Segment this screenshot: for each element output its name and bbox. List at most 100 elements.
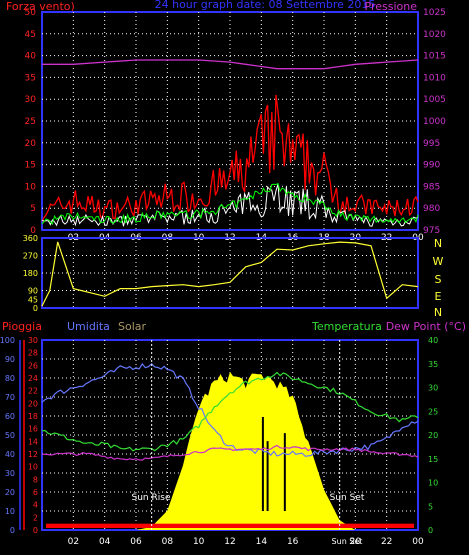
dew-point-line [41, 444, 419, 461]
pressure-tick-label: 1005 [423, 95, 446, 105]
wind-tick-label: 35 [25, 73, 36, 83]
climate-x-tick-label: 10 [193, 537, 205, 547]
sun-set-tick-label: Sun Set [332, 537, 363, 546]
pioggia-title: Pioggia [2, 320, 42, 333]
pioggia-tick-label: 2 [33, 513, 38, 522]
pioggia-tick-label: 0 [33, 526, 38, 535]
pioggia-tick-label: 16 [28, 425, 38, 434]
sun-set-label: Sun Set [330, 493, 365, 503]
pioggia-tick-label: 4 [33, 501, 38, 510]
wind-y-ticks: 0 5 10 15 20 25 30 35 40 45 50 [25, 8, 37, 236]
umidita-tick-label: 40 [5, 450, 15, 459]
pressure-tick-label: 1020 [423, 30, 446, 40]
pressure-tick-label: 1000 [423, 117, 446, 127]
climate-x-tick-label: 08 [162, 537, 174, 547]
temperature-tick-label: 20 [428, 431, 438, 440]
direction-grid [42, 238, 418, 308]
umidita-tick-label: 50 [5, 431, 15, 440]
climate-series [41, 340, 419, 530]
umidita-tick-label: 70 [5, 393, 15, 402]
temperature-tick-label: 10 [428, 479, 438, 488]
wind-gust-line [41, 94, 419, 222]
wind-tick-label: 20 [25, 139, 37, 149]
climate-x-tick-label: 06 [130, 537, 142, 547]
pioggia-tick-label: 8 [33, 475, 38, 484]
umidita-tick-label: 30 [5, 469, 15, 478]
compass-s: S [435, 273, 442, 286]
direction-tick-label: 0 [33, 304, 38, 313]
wind-tick-label: 25 [25, 117, 36, 127]
pressure-tick-label: 1025 [423, 8, 446, 18]
umidita-tick-label: 10 [5, 507, 15, 516]
wind-tick-label: 5 [30, 204, 36, 214]
pressure-tick-label: 1015 [423, 52, 446, 62]
pioggia-tick-label: 22 [28, 387, 38, 396]
climate-x-tick-label: 12 [224, 537, 235, 547]
climate-x-ticks: 02 04 06 08 10 12 14 16 20 22 00 [68, 537, 424, 547]
umidita-tick-label: 20 [5, 488, 15, 497]
compass-n-top: N [434, 237, 442, 250]
pressure-tick-label: 975 [423, 226, 440, 236]
pioggia-tick-label: 6 [33, 488, 38, 497]
direction-tick-label: 270 [23, 252, 38, 261]
pressure-line [42, 59, 419, 70]
wind-tick-label: 0 [30, 226, 36, 236]
pioggia-tick-label: 12 [28, 450, 38, 459]
pioggia-tick-label: 24 [28, 374, 38, 383]
temperature-tick-label: 25 [428, 407, 438, 416]
climate-left-ticks: 0102030405060708090100024681012141618202… [0, 336, 38, 535]
rain-bar [46, 523, 414, 528]
climate-x-tick-label: 20 [350, 537, 362, 547]
direction-series [41, 241, 419, 307]
umidita-tick-label: 0 [10, 526, 15, 535]
wind-series [41, 59, 419, 227]
temperature-tick-label: 40 [428, 336, 438, 345]
compass-e: E [435, 290, 442, 303]
climate-x-tick-label: 14 [256, 537, 268, 547]
temperature-tick-label: 5 [428, 502, 433, 511]
pioggia-tick-label: 30 [28, 336, 38, 345]
pressure-axis-title: Pressione [365, 0, 418, 13]
solar-title: Solar [118, 320, 147, 333]
temperature-tick-label: 0 [428, 526, 433, 535]
pressure-tick-label: 980 [423, 204, 440, 214]
direction-tick-label: 180 [23, 269, 38, 278]
wind-tick-label: 10 [25, 182, 37, 192]
climate-x-tick-label: 16 [287, 537, 299, 547]
umidita-title: Umidita [67, 320, 110, 333]
compass-w: W [433, 255, 444, 268]
wind-tick-label: 30 [25, 95, 37, 105]
compass-n-bottom: N [434, 306, 442, 319]
chart-date-title: 24 hour graph date: 08 Settembre 2015 [155, 0, 376, 11]
compass-labels: N W S E N [433, 237, 444, 319]
temperatura-line [41, 371, 419, 452]
climate-right-ticks: 0 5 10 15 20 25 30 35 40 [428, 336, 438, 535]
temperature-tick-label: 30 [428, 384, 438, 393]
temperature-tick-label: 35 [428, 360, 438, 369]
climate-panel: 0102030405060708090100024681012141618202… [0, 336, 438, 547]
pioggia-tick-label: 20 [28, 399, 38, 408]
direction-tick-label: 90 [28, 287, 38, 296]
umidita-tick-label: 100 [0, 336, 15, 345]
pressure-tick-label: 1010 [423, 73, 446, 83]
wind-grid [42, 12, 418, 230]
pressure-tick-label: 995 [423, 139, 440, 149]
solar-area [42, 371, 418, 530]
pressure-y-ticks: 975 980 985 990 995 1000 1005 1010 1015 1020 1025 [423, 8, 446, 236]
wind-axis-title: Forza vento) [6, 0, 75, 13]
direction-line [41, 241, 419, 307]
direction-tick-label: 360 [23, 234, 38, 243]
dewpoint-title: Dew Point (°C) [386, 320, 466, 333]
umidita-tick-label: 60 [5, 412, 15, 421]
sun-rise-label: Sun Rise [132, 493, 171, 503]
pioggia-tick-label: 28 [28, 349, 38, 358]
climate-x-tick-label: 04 [99, 537, 111, 547]
direction-tick-label: 45 [28, 295, 38, 304]
pressure-tick-label: 990 [423, 161, 440, 171]
pioggia-tick-label: 14 [28, 437, 38, 446]
temperatura-title: Temperatura [311, 320, 382, 333]
umidita-tick-label: 90 [5, 355, 15, 364]
